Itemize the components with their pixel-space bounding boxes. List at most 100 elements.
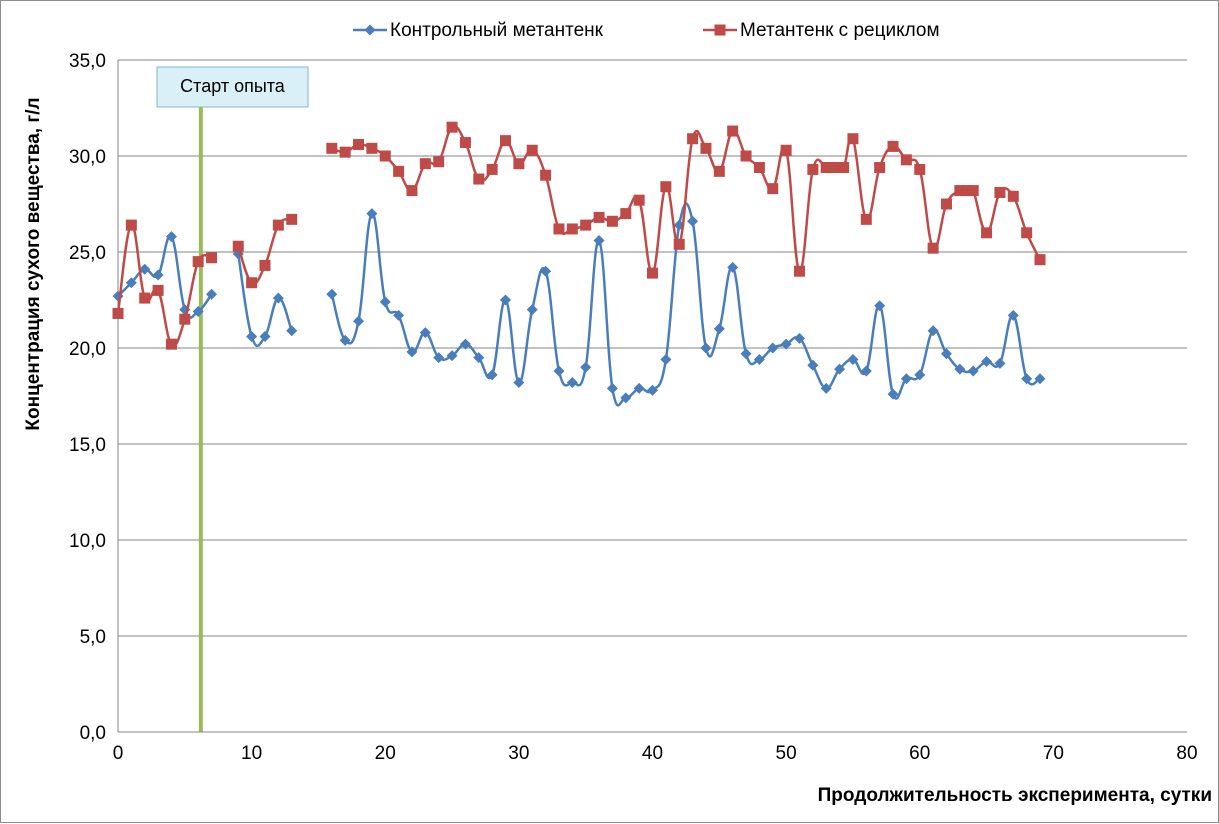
- data-point-recycle: [580, 219, 592, 231]
- x-tick-label: 80: [1176, 743, 1197, 764]
- data-point-recycle: [753, 162, 765, 174]
- legend-item-control: Контрольный метантенк: [353, 20, 604, 41]
- data-point-recycle: [540, 169, 552, 181]
- start-callout-box: [156, 66, 309, 108]
- x-tick-label: 50: [776, 743, 797, 764]
- x-axis-title: Продолжительность эксперимента, сутки: [818, 785, 1212, 806]
- data-point-control: [393, 309, 405, 321]
- data-point-control: [620, 392, 632, 404]
- x-tick-label: 70: [1043, 743, 1064, 764]
- data-point-recycle: [820, 162, 832, 174]
- legend-label: Контрольный метантенк: [390, 20, 604, 41]
- legend-swatch-marker: [714, 24, 726, 36]
- data-point-control: [446, 350, 458, 362]
- data-point-recycle: [887, 140, 899, 152]
- data-point-recycle: [139, 292, 151, 304]
- data-point-control: [606, 382, 618, 394]
- data-point-control: [419, 327, 431, 339]
- data-point-control: [834, 363, 846, 375]
- data-point-control: [660, 354, 672, 366]
- data-point-control: [152, 269, 164, 281]
- y-tick-label: 10,0: [69, 531, 106, 552]
- data-point-control: [206, 288, 218, 300]
- x-tick-label: 20: [375, 743, 396, 764]
- data-point-control: [486, 369, 498, 381]
- data-point-recycle: [967, 185, 979, 197]
- data-point-recycle: [393, 165, 405, 177]
- data-point-control: [286, 325, 298, 337]
- data-point-recycle: [1021, 227, 1033, 239]
- data-point-recycle: [620, 208, 632, 220]
- x-tick-labels: 0 10 20 30 40 50 60 70 80: [113, 743, 1198, 764]
- data-point-recycle: [206, 252, 218, 264]
- data-point-control: [954, 363, 966, 375]
- gridlines: [118, 59, 1187, 637]
- data-point-control: [807, 359, 819, 371]
- data-point-control: [406, 346, 418, 358]
- data-point-control: [125, 277, 137, 289]
- data-point-recycle: [793, 265, 805, 277]
- data-point-control: [459, 338, 471, 350]
- data-point-control: [473, 352, 485, 364]
- data-point-control: [165, 231, 177, 243]
- data-point-recycle: [647, 267, 658, 279]
- data-point-recycle: [900, 154, 912, 166]
- data-point-recycle: [526, 144, 538, 156]
- data-point-control: [927, 325, 939, 337]
- data-point-recycle: [339, 146, 351, 158]
- data-point-recycle: [232, 240, 244, 252]
- data-point-control: [1034, 373, 1046, 385]
- series-recycle: [112, 121, 1046, 350]
- series-layer: [112, 121, 1046, 407]
- data-point-recycle: [994, 186, 1006, 198]
- data-point-recycle: [459, 137, 471, 149]
- data-point-control: [687, 215, 699, 227]
- data-point-control: [366, 208, 378, 220]
- data-point-control: [540, 265, 552, 277]
- data-point-recycle: [700, 142, 712, 154]
- y-tick-label: 20,0: [69, 339, 106, 360]
- data-point-recycle: [874, 162, 886, 174]
- data-point-recycle: [767, 183, 779, 195]
- data-point-control: [820, 382, 832, 394]
- data-point-control: [1007, 309, 1019, 321]
- data-point-recycle: [914, 163, 926, 175]
- y-axis-title: Концентрация сухого вещества, г/л: [23, 97, 44, 430]
- data-point-control: [500, 294, 512, 306]
- legend: Контрольный метантенк Метантенк с рецикло…: [353, 20, 940, 41]
- data-point-recycle: [713, 165, 725, 177]
- data-point-control: [740, 348, 752, 360]
- data-point-recycle: [593, 211, 605, 223]
- data-point-recycle: [954, 185, 966, 197]
- y-tick-label: 5,0: [80, 627, 106, 648]
- data-point-recycle: [286, 213, 298, 225]
- data-point-control: [526, 304, 538, 316]
- data-point-control: [753, 354, 765, 366]
- data-point-recycle: [927, 242, 939, 254]
- data-point-recycle: [660, 181, 672, 193]
- x-tick-label: 0: [113, 743, 124, 764]
- data-point-control: [727, 261, 739, 273]
- data-point-recycle: [326, 142, 338, 154]
- data-point-recycle: [1034, 254, 1046, 266]
- data-point-control: [139, 263, 151, 275]
- data-point-control: [353, 315, 365, 327]
- data-point-recycle: [433, 156, 445, 168]
- data-point-control: [860, 365, 872, 377]
- x-tick-label: 60: [909, 743, 930, 764]
- data-point-recycle: [780, 144, 792, 156]
- data-point-recycle: [1007, 190, 1019, 202]
- data-point-control: [767, 342, 779, 354]
- series-line-control: [117, 234, 213, 319]
- data-point-control: [847, 354, 859, 366]
- data-point-recycle: [272, 219, 284, 231]
- data-point-recycle: [500, 135, 512, 147]
- data-point-control: [940, 348, 952, 360]
- data-point-control: [967, 365, 979, 377]
- data-point-control: [192, 306, 204, 318]
- data-point-control: [700, 342, 712, 354]
- series-line-control: [330, 202, 1041, 407]
- data-point-control: [994, 357, 1006, 369]
